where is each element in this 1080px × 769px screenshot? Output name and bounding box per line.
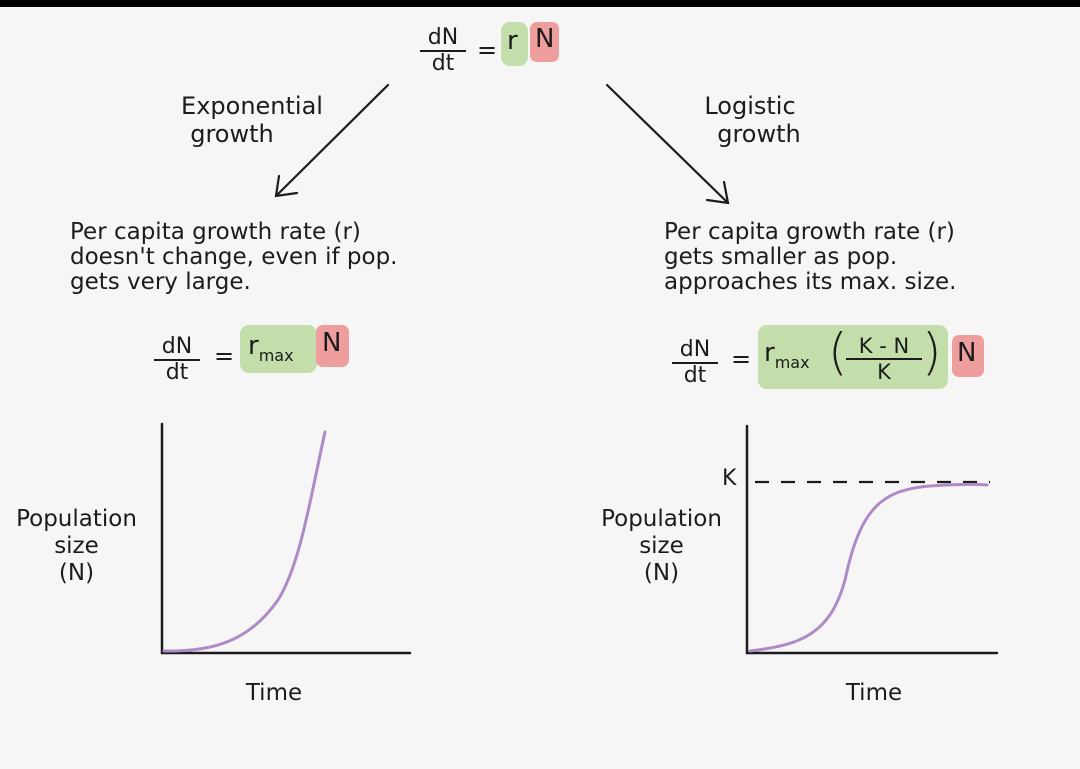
description-line: Per capita growth rate (r) [70,219,361,245]
top-n-highlight [530,22,559,62]
left-paren: ( [828,323,848,381]
right-arrow [605,83,730,205]
y-label-line: Population [16,506,137,532]
branch-label-line: Exponential [181,92,323,120]
logistic-description: Per capita growth rate (r) gets smaller … [664,220,956,295]
left-r: r [248,331,259,361]
y-label-line: (N) [58,560,95,586]
left-denominator: dt [154,359,200,385]
right-n-highlight [952,335,984,377]
description-line: gets smaller as pop. [664,244,898,270]
right-denominator: dt [672,362,718,388]
right-y-axis-label: Population size (N) [589,506,734,587]
left-r-subscript: max [258,346,294,365]
top-numerator: dN [427,25,459,50]
y-label-line: size [639,533,684,559]
logistic-curve [748,482,989,653]
exponential-growth-label: Exponential growth [163,92,341,148]
description-line: gets very large. [70,269,251,295]
k-label: K [722,466,737,491]
top-r-highlight [501,22,528,66]
k-denominator: K [846,358,922,384]
top-denominator: dt [420,50,466,76]
right-equals: = [731,345,752,373]
left-equals: = [214,342,235,370]
left-numerator: dN [161,334,193,359]
right-rmax-highlight [758,325,948,389]
right-x-axis-label: Time [845,680,903,706]
left-rmax: rmax [248,331,294,365]
logistic-growth-label: Logistic growth [684,92,834,148]
right-graph-axes [745,424,999,655]
top-r: r [507,26,518,56]
top-bar [0,0,1080,7]
left-n-highlight [316,325,349,367]
right-equation-fraction: dN dt [672,338,718,388]
description-line: Per capita growth rate (r) [664,219,955,245]
left-y-axis-label: Population size (N) [4,506,149,587]
right-r: r [764,338,775,368]
y-label-line: size [54,533,99,559]
right-n: N [957,338,977,368]
right-r-subscript: max [774,353,810,372]
right-paren: ) [922,323,942,381]
right-numerator: dN [679,337,711,362]
left-arrow [274,83,390,198]
left-x-axis-label: Time [245,680,303,706]
branch-label-line: growth [190,120,274,148]
top-n: N [535,24,555,54]
top-equals: = [477,36,498,64]
description-line: approaches its max. size. [664,269,957,295]
branch-label-line: growth [717,120,801,148]
exponential-description: Per capita growth rate (r) doesn't chang… [70,220,397,295]
k-fraction: K - N K [846,334,922,384]
left-n: N [322,328,342,358]
exponential-curve [162,430,327,653]
branch-label-line: Logistic [704,92,796,120]
right-rmax: rmax [764,338,810,372]
k-numerator: K - N [858,334,910,358]
description-line: doesn't change, even if pop. [70,244,398,270]
y-label-line: Population [601,506,722,532]
left-rmax-highlight [240,325,317,373]
y-label-line: (N) [643,560,680,586]
top-equation-fraction: dN dt [420,26,466,76]
left-graph-axes [160,422,412,655]
left-equation-fraction: dN dt [154,335,200,385]
